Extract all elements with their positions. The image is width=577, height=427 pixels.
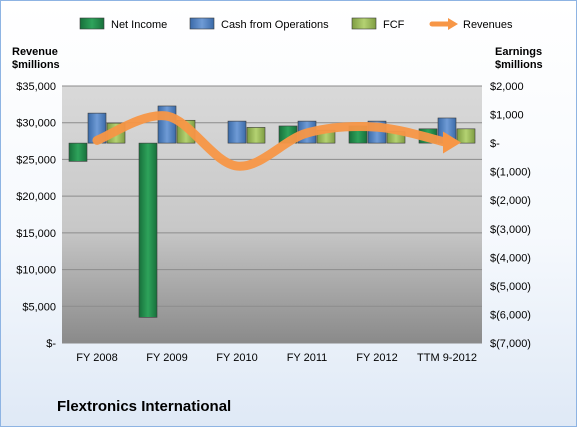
left-tick-label: $- [46,338,56,350]
revenues-arrowhead [443,131,461,154]
x-tick-label: TTM 9-2012 [417,352,477,364]
legend-label: Net Income [111,19,167,31]
legend-label: Revenues [463,19,513,31]
plot-area [62,85,482,344]
chart-title: Flextronics International [57,398,232,415]
axes-group: $- $5,000 $10,000 $15,000 $20,000 $25,000 $30,… [16,81,531,364]
right-tick-label: $(5,000) [490,281,531,293]
legend-swatch [189,17,215,30]
left-tick-label: $25,000 [16,154,56,166]
x-tick-label: FY 2008 [76,352,117,364]
legend-swatch [351,17,377,30]
right-tick-label: $- [490,138,500,150]
left-tick-label: $30,000 [16,118,56,130]
plot-background [62,86,482,343]
left-tick-label: $5,000 [22,301,56,313]
legend-label: FCF [383,19,405,31]
left-axis-title: Revenue $millions [12,46,60,71]
legend-swatch [79,17,105,30]
right-tick-label: $(6,000) [490,309,531,321]
left-tick-label: $20,000 [16,191,56,203]
fcf-bar [456,128,476,144]
left-tick-label: $10,000 [16,265,56,277]
revenue-line-group [92,111,461,171]
net-income-bar [138,142,158,318]
right-tick-label: $(4,000) [490,252,531,264]
x-tick-label: FY 2009 [146,352,187,364]
right-tick-label: $(3,000) [490,224,531,236]
right-tick-label: $1,000 [490,110,524,122]
cash-from-operations-bar [227,120,247,144]
revenues-line [92,111,452,171]
right-axis-title: Earnings $millions [495,46,543,71]
legend-label: Cash from Operations [221,19,329,31]
x-tick-label: FY 2012 [356,352,397,364]
legend: Net Income Cash from Operations FCF Revenue… [79,17,513,31]
left-tick-label: $15,000 [16,228,56,240]
x-tick-label: FY 2010 [216,352,257,364]
right-tick-label: $2,000 [490,81,524,93]
x-tick-label: FY 2011 [287,352,328,364]
net-income-bar [68,142,88,162]
right-tick-label: $(1,000) [490,167,531,179]
fcf-bar [246,127,266,144]
right-tick-label: $(2,000) [490,195,531,207]
left-tick-label: $35,000 [16,81,56,93]
legend-arrow [448,18,458,30]
right-tick-label: $(7,000) [490,338,531,350]
